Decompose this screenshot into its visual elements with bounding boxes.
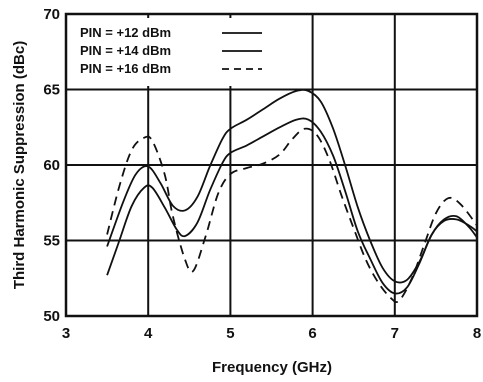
x-tick-label: 7 bbox=[391, 325, 399, 342]
y-tick-label: 70 bbox=[43, 6, 60, 23]
x-tick-label: 3 bbox=[62, 325, 70, 342]
legend-label-2: PIN = +14 dBm bbox=[80, 43, 171, 58]
plot-frame bbox=[64, 12, 479, 318]
series-line-2 bbox=[106, 117, 478, 295]
x-tick-labels: 3 4 5 6 7 8 bbox=[62, 325, 481, 342]
legend-label-1: PIN = +12 dBm bbox=[80, 25, 171, 40]
x-tick-label: 8 bbox=[473, 325, 481, 342]
y-axis-title: Third Harmonic Suppression (dBc) bbox=[11, 41, 28, 289]
legend-items: PIN = +12 dBm PIN = +14 dBm PIN = +16 dBm bbox=[80, 25, 262, 76]
y-tick-label: 65 bbox=[43, 82, 60, 99]
y-tick-labels: 50 55 60 65 70 bbox=[43, 6, 60, 325]
x-axis-title: Frequency (GHz) bbox=[212, 359, 332, 376]
x-tick-label: 4 bbox=[144, 325, 153, 342]
legend-background bbox=[70, 18, 270, 86]
x-tick-label: 5 bbox=[226, 325, 234, 342]
legend: PIN = +12 dBm PIN = +14 dBm PIN = +16 dBm bbox=[70, 18, 270, 86]
x-tick-label: 6 bbox=[308, 325, 316, 342]
y-tick-label: 50 bbox=[43, 308, 60, 325]
y-tick-label: 55 bbox=[43, 233, 60, 250]
series-curves bbox=[106, 88, 478, 304]
series-line-3 bbox=[106, 127, 478, 304]
legend-label-3: PIN = +16 dBm bbox=[80, 61, 171, 76]
y-tick-label: 60 bbox=[43, 157, 60, 174]
